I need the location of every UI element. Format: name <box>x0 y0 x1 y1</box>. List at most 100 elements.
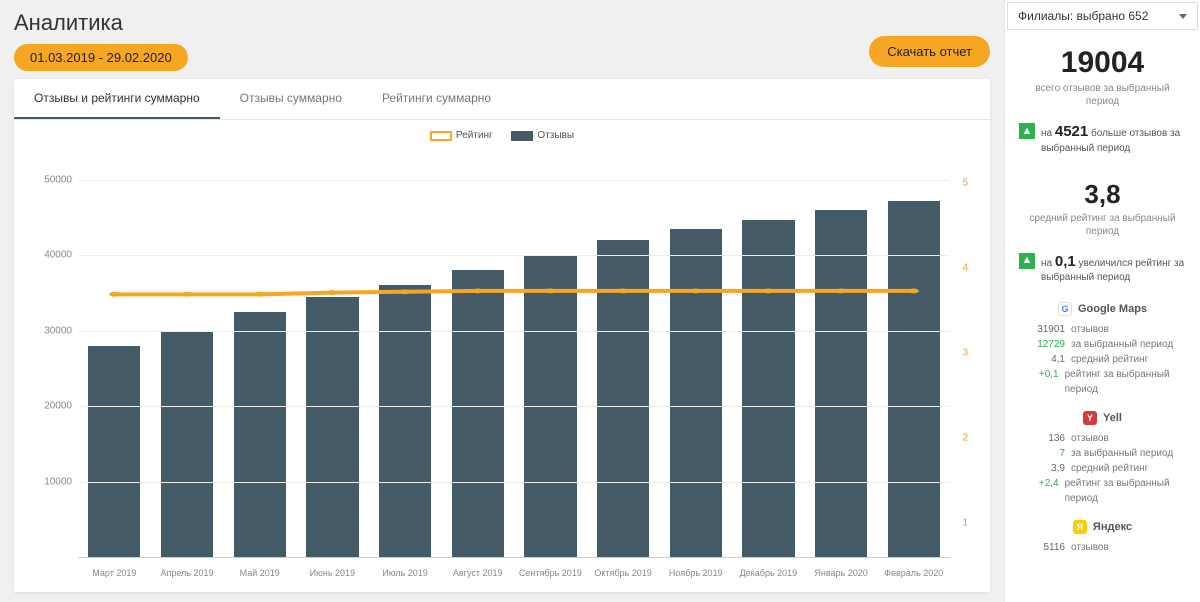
x-tick-label: Январь 2020 <box>805 562 878 584</box>
source-stat-row: 136 отзывов <box>1019 431 1186 446</box>
bar-slot <box>732 150 805 558</box>
delta-reviews-number: 4521 <box>1055 123 1088 140</box>
source-stat-num: +0,1 <box>1019 367 1059 397</box>
source-stat-num: 7 <box>1019 446 1065 461</box>
branch-filter-select[interactable]: Филиалы: выбрано 652 <box>1007 2 1198 30</box>
source-icon: Y <box>1083 411 1097 425</box>
avg-rating-caption: средний рейтинг за выбранный период <box>1019 212 1186 238</box>
source-name: Yell <box>1103 412 1122 424</box>
tab-2[interactable]: Рейтинги суммарно <box>362 79 511 119</box>
bar[interactable] <box>379 285 431 557</box>
source-title: Y Yell <box>1019 411 1186 425</box>
source-stat-label: отзывов <box>1071 540 1109 555</box>
rating-delta-text: на 0,1 увеличился рейтинг за выбранный п… <box>1041 252 1186 285</box>
source-stat-label: за выбранный период <box>1071 337 1173 352</box>
legend-rating: Рейтинг <box>430 130 493 141</box>
source-stat-num: 136 <box>1019 431 1065 446</box>
y-tick-label: 40000 <box>34 250 72 261</box>
source-stat-num: 31901 <box>1019 322 1065 337</box>
x-tick-label: Октябрь 2019 <box>587 562 660 584</box>
chart-plot: 100002000030000400005000012345 Март 2019… <box>34 150 970 585</box>
source-stat-label: рейтинг за выбранный период <box>1065 476 1186 506</box>
page-title: Аналитика <box>14 10 188 36</box>
y-tick-label: 10000 <box>34 476 72 487</box>
y-tick-label: 30000 <box>34 325 72 336</box>
bar-slot <box>296 150 369 558</box>
source-stat-row: 7 за выбранный период <box>1019 446 1186 461</box>
y2-tick-label: 2 <box>962 433 968 444</box>
sidebar: Филиалы: выбрано 652 19004 всего отзывов… <box>1004 0 1200 602</box>
source-stat-label: рейтинг за выбранный период <box>1065 367 1186 397</box>
source-stat-num: +2,4 <box>1019 476 1059 506</box>
avg-rating-number: 3,8 <box>1019 179 1186 210</box>
bar[interactable] <box>234 312 286 557</box>
x-tick-label: Февраль 2020 <box>877 562 950 584</box>
chart-wrap: Рейтинг Отзывы 1000020000300004000050000… <box>14 120 990 592</box>
y2-tick-label: 4 <box>962 263 968 274</box>
arrow-up-icon: ▲ <box>1019 253 1035 269</box>
y2-tick-label: 3 <box>962 348 968 359</box>
x-tick-label: Июнь 2019 <box>296 562 369 584</box>
tab-0[interactable]: Отзывы и рейтинги суммарно <box>14 79 220 119</box>
total-reviews-block: 19004 всего отзывов за выбранный период <box>1005 32 1200 118</box>
x-tick-label: Июль 2019 <box>369 562 442 584</box>
tab-1[interactable]: Отзывы суммарно <box>220 79 362 119</box>
bar[interactable] <box>306 297 358 557</box>
bar[interactable] <box>742 220 794 557</box>
bar[interactable] <box>597 240 649 557</box>
x-tick-label: Декабрь 2019 <box>732 562 805 584</box>
branch-filter-label: Филиалы: выбрано 652 <box>1018 9 1148 23</box>
bar-slot <box>223 150 296 558</box>
source-stat-label: за выбранный период <box>1071 446 1173 461</box>
rating-delta-row: ▲ на 0,1 увеличился рейтинг за выбранный… <box>1005 248 1200 295</box>
bar-slot <box>587 150 660 558</box>
source-stat-row: 12729 за выбранный период <box>1019 337 1186 352</box>
sources-list: GGoogle Maps 31901 отзывов 12729 за выбранны… <box>1005 294 1200 561</box>
x-tick-label: Апрель 2019 <box>151 562 224 584</box>
y-tick-label: 20000 <box>34 401 72 412</box>
source-stat-num: 3,9 <box>1019 461 1065 476</box>
bar[interactable] <box>452 270 504 557</box>
bar-slot <box>877 150 950 558</box>
source-block-1: Y Yell 136 отзывов 7 за выбранный период 3,9 ср… <box>1005 403 1200 512</box>
chart-legend: Рейтинг Отзывы <box>34 130 970 144</box>
delta-prefix: на <box>1041 258 1052 269</box>
x-axis-labels: Март 2019Апрель 2019Май 2019Июнь 2019Июл… <box>78 562 950 584</box>
source-stat-row: +0,1рейтинг за выбранный период <box>1019 367 1186 397</box>
delta-prefix: на <box>1041 128 1052 139</box>
header-row: Аналитика 01.03.2019 - 29.02.2020 Скачат… <box>14 10 990 71</box>
bar-slot <box>441 150 514 558</box>
download-report-button[interactable]: Скачать отчет <box>869 36 990 67</box>
chart-card: Отзывы и рейтинги суммарноОтзывы суммарн… <box>14 79 990 592</box>
x-tick-label: Ноябрь 2019 <box>659 562 732 584</box>
bar[interactable] <box>670 229 722 557</box>
source-stat-label: средний рейтинг <box>1071 461 1148 476</box>
x-tick-label: Март 2019 <box>78 562 151 584</box>
source-stat-row: 3,9 средний рейтинг <box>1019 461 1186 476</box>
x-tick-label: Май 2019 <box>223 562 296 584</box>
bar-slot <box>659 150 732 558</box>
x-tick-label: Август 2019 <box>441 562 514 584</box>
bars <box>78 150 950 558</box>
total-reviews-caption: всего отзывов за выбранный период <box>1019 82 1186 108</box>
reviews-delta-text: на 4521 больше отзывов за выбранный пери… <box>1041 122 1186 155</box>
y2-tick-label: 5 <box>962 178 968 189</box>
y2-tick-label: 1 <box>962 518 968 529</box>
source-stat-row: 31901 отзывов <box>1019 322 1186 337</box>
legend-reviews: Отзывы <box>511 130 574 141</box>
source-stat-row: 5116отзывов <box>1019 540 1186 555</box>
source-stat-label: отзывов <box>1071 431 1109 446</box>
source-stat-num: 12729 <box>1019 337 1065 352</box>
date-range-pill[interactable]: 01.03.2019 - 29.02.2020 <box>14 44 188 71</box>
bar[interactable] <box>815 210 867 557</box>
legend-reviews-label: Отзывы <box>537 130 574 141</box>
source-title: GGoogle Maps <box>1019 302 1186 316</box>
total-reviews-number: 19004 <box>1019 46 1186 80</box>
bar-slot <box>514 150 587 558</box>
avg-rating-block: 3,8 средний рейтинг за выбранный период <box>1005 165 1200 248</box>
bar[interactable] <box>88 346 140 557</box>
bar[interactable] <box>161 331 213 557</box>
source-stat-label: отзывов <box>1071 322 1109 337</box>
legend-line-swatch <box>430 131 452 141</box>
arrow-up-icon: ▲ <box>1019 123 1035 139</box>
